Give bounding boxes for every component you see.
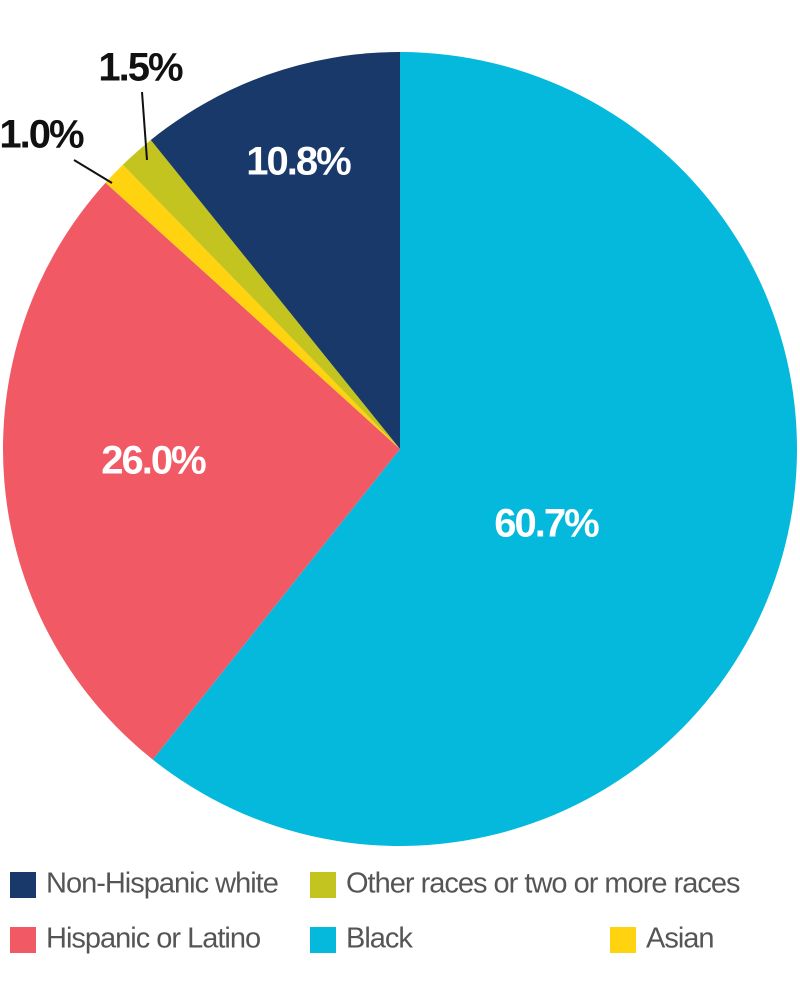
legend-label: Asian (646, 923, 714, 955)
leader-line (141, 91, 148, 161)
legend-swatch (310, 927, 336, 953)
data-label: 1.0% (0, 113, 84, 157)
data-label: 10.8% (246, 140, 351, 184)
legend-label: Hispanic or Latino (46, 923, 260, 955)
leader-line (73, 159, 113, 184)
data-label: 1.5% (98, 46, 183, 90)
legend-swatch (10, 927, 36, 953)
pie-slice (105, 164, 401, 449)
legend-label: Non-Hispanic white (46, 868, 278, 900)
pie-slice (150, 52, 400, 449)
data-label: 26.0% (101, 439, 206, 483)
pie-slice (2, 182, 400, 760)
pie-slice (152, 52, 798, 846)
pie-slice (122, 139, 400, 449)
legend-swatch (310, 872, 336, 898)
legend-swatch (10, 872, 36, 898)
legend-label: Other races or two or more races (346, 868, 740, 900)
data-label: 60.7% (494, 502, 599, 546)
legend-label: Black (346, 923, 413, 955)
legend-swatch (610, 927, 636, 953)
